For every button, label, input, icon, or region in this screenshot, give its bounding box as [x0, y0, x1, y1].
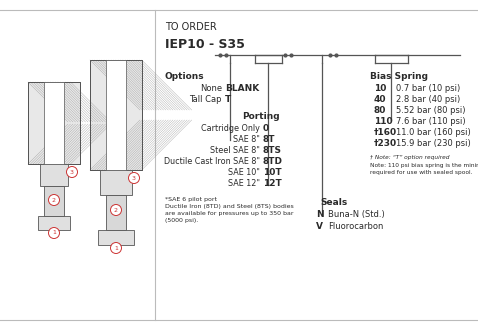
Circle shape: [48, 227, 59, 239]
Text: 12T: 12T: [263, 179, 282, 188]
Text: 10: 10: [374, 84, 386, 93]
Text: 7.6 bar (110 psi): 7.6 bar (110 psi): [396, 117, 466, 126]
Text: T: T: [225, 95, 231, 104]
Text: BLANK: BLANK: [225, 84, 259, 93]
Text: Options: Options: [165, 72, 205, 81]
Text: 8TS: 8TS: [263, 146, 282, 155]
Text: 110: 110: [374, 117, 392, 126]
Text: Steel SAE 8": Steel SAE 8": [210, 146, 260, 155]
Text: TO ORDER: TO ORDER: [165, 22, 217, 32]
Text: N: N: [316, 210, 324, 219]
Text: 5.52 bar (80 psi): 5.52 bar (80 psi): [396, 106, 466, 115]
Text: SAE 8": SAE 8": [233, 135, 260, 144]
Text: SAE 12": SAE 12": [228, 179, 260, 188]
Bar: [90, 60, 142, 170]
Text: Bias Spring: Bias Spring: [370, 72, 428, 81]
Text: 2: 2: [114, 208, 118, 213]
Text: 1: 1: [114, 246, 118, 250]
Text: 1: 1: [52, 230, 56, 236]
Bar: [28, 82, 80, 164]
Bar: [106, 195, 126, 230]
Circle shape: [48, 194, 59, 206]
Text: Seals: Seals: [320, 198, 347, 207]
Bar: [98, 230, 134, 245]
Text: 15.9 bar (230 psi): 15.9 bar (230 psi): [396, 139, 471, 148]
Text: Note: 110 psi bias spring is the minimum
required for use with sealed spool.: Note: 110 psi bias spring is the minimum…: [370, 163, 478, 175]
Circle shape: [66, 167, 77, 178]
Text: †230: †230: [374, 139, 397, 148]
Text: IEP10 - S35: IEP10 - S35: [165, 38, 245, 51]
Text: 80: 80: [374, 106, 386, 115]
Text: Fluorocarbon: Fluorocarbon: [328, 222, 383, 231]
Text: 0: 0: [263, 124, 269, 133]
Text: Buna-N (Std.): Buna-N (Std.): [328, 210, 385, 219]
Bar: [90, 60, 142, 170]
Circle shape: [129, 173, 140, 183]
Text: Tall Cap: Tall Cap: [189, 95, 222, 104]
Text: 2.8 bar (40 psi): 2.8 bar (40 psi): [396, 95, 460, 104]
Text: Cartridge Only: Cartridge Only: [201, 124, 260, 133]
Text: Ductile Cast Iron SAE 8": Ductile Cast Iron SAE 8": [164, 157, 260, 166]
Text: 2: 2: [52, 197, 56, 203]
Text: SAE 10": SAE 10": [228, 168, 260, 177]
Circle shape: [110, 205, 121, 215]
Text: 3: 3: [70, 170, 74, 175]
Text: Porting: Porting: [242, 112, 280, 121]
Text: 8TD: 8TD: [263, 157, 283, 166]
Text: † Note: “T” option required: † Note: “T” option required: [370, 155, 449, 160]
Bar: [44, 82, 64, 164]
Text: †160: †160: [374, 128, 397, 137]
Text: 8T: 8T: [263, 135, 275, 144]
Text: 10T: 10T: [263, 168, 282, 177]
Text: 0.7 bar (10 psi): 0.7 bar (10 psi): [396, 84, 460, 93]
Bar: [40, 164, 68, 186]
Bar: [44, 186, 64, 216]
Text: *SAE 6 pilot port
Ductile Iron (8TD) and Steel (8TS) bodies
are available for pr: *SAE 6 pilot port Ductile Iron (8TD) and…: [165, 197, 294, 223]
Text: 40: 40: [374, 95, 387, 104]
Bar: [100, 170, 132, 195]
Text: 3: 3: [132, 176, 136, 181]
Text: 11.0 bar (160 psi): 11.0 bar (160 psi): [396, 128, 471, 137]
Bar: [28, 82, 80, 164]
Text: None: None: [200, 84, 222, 93]
Bar: [38, 216, 70, 230]
Circle shape: [110, 243, 121, 253]
Bar: [106, 60, 126, 170]
Text: V: V: [316, 222, 323, 231]
